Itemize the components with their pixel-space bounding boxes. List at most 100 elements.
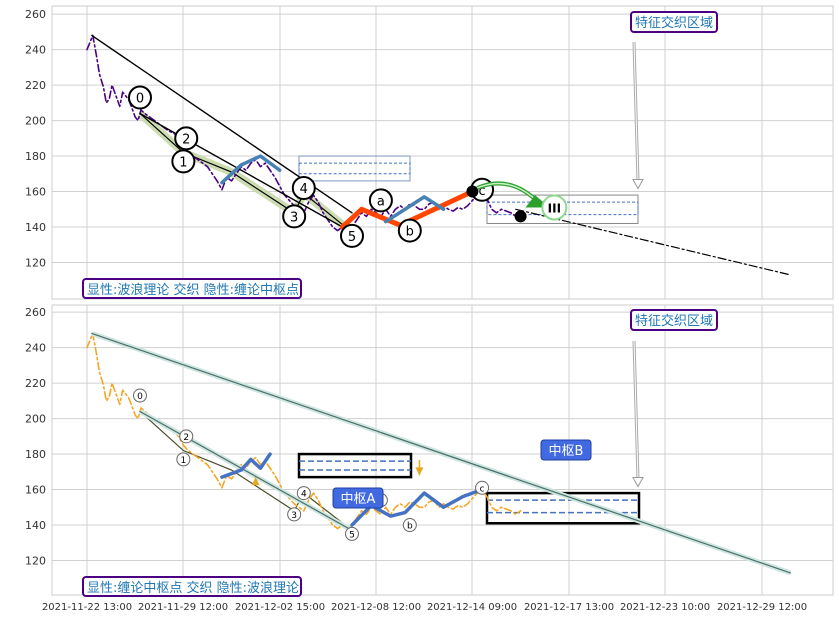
y-tick-label: 220 [25, 79, 46, 92]
center-label: 中枢B [549, 444, 584, 459]
y-tick-label: 120 [25, 257, 46, 270]
x-tick-label: 2021-11-29 12:00 [138, 602, 228, 613]
y-tick-label: 220 [25, 377, 46, 390]
x-tick-label: 2021-12-29 12:00 [717, 602, 807, 613]
x-tick-label: 2021-12-14 09:00 [427, 602, 517, 613]
series-center-move [220, 452, 272, 479]
wave-label: 3 [290, 210, 298, 225]
center-label-box [332, 487, 384, 509]
wave-label-marker [368, 188, 393, 213]
y-tick-label: 240 [25, 44, 46, 57]
wave-label: 5 [348, 230, 356, 245]
y-tick-label: 260 [25, 306, 46, 319]
wave-label-marker [127, 85, 152, 110]
wave-label: b [406, 225, 414, 240]
wave-label: 1 [180, 456, 186, 466]
wave-label: a [377, 194, 385, 209]
wave-label-marker [291, 175, 316, 200]
x-tick-label: 2021-12-02 15:00 [235, 602, 325, 613]
y-tick-label: 140 [25, 519, 46, 532]
wave-label: 5 [349, 530, 355, 540]
wave-label: c [480, 484, 485, 494]
bottom-caption-box: 显性:缠论中枢点 交织 隐性:波浪理论 [82, 576, 302, 597]
bottom-caption: 显性:缠论中枢点 交织 隐性:波浪理论 [87, 580, 299, 596]
wave-label: 4 [301, 490, 307, 500]
wave-label: c [478, 184, 485, 199]
center-pointer-head [415, 467, 424, 476]
center-box [486, 194, 639, 224]
bottom-callout-box: 特征交织区域 [630, 309, 718, 331]
center-label: 中枢A [341, 492, 376, 507]
wave-label: 2 [183, 433, 189, 443]
wave-label: 4 [300, 182, 308, 197]
wave-label-marker [179, 429, 194, 444]
wave-label-marker [287, 507, 302, 522]
series-center-move [339, 189, 475, 230]
wave-label-marker [402, 518, 417, 533]
x-tick-label: 2021-12-23 10:00 [620, 602, 710, 613]
wave-label: 3 [291, 511, 297, 521]
top-y-axis: 120 140 160 180 200 220 240 260 [25, 8, 46, 269]
x-tick-label: 2021-12-17 13:00 [524, 602, 614, 613]
bottom-y-axis: 120 140 160 180 200 220 240 260 [25, 306, 46, 567]
callout-arrow-head [632, 179, 644, 190]
series-forecast [515, 208, 792, 276]
bottom-series [86, 331, 792, 576]
center-pointer-head [251, 477, 260, 486]
wave-path [139, 113, 353, 233]
y-tick-label: 140 [25, 221, 46, 234]
y-tick-label: 200 [25, 115, 46, 128]
top-callout-box: 特征交织区域 [630, 11, 718, 33]
wave-label-iii: III [548, 202, 561, 216]
wave-label: 0 [136, 92, 144, 107]
callout-arrow-core [633, 41, 639, 182]
top-caption-box: 显性:波浪理论 交织 隐性:缠论中枢点 [82, 278, 302, 299]
top-caption: 显性:波浪理论 交织 隐性:缠论中枢点 [87, 282, 299, 298]
y-tick-label: 180 [25, 448, 46, 461]
y-tick-label: 180 [25, 150, 46, 163]
series-center-move [220, 154, 282, 185]
wave-label-iii-ring [541, 194, 568, 221]
wave-label-marker [339, 223, 364, 248]
series-trend [139, 410, 353, 531]
wave-label-marker [171, 149, 196, 174]
bottom-x-axis: 2021-11-22 13:00 2021-11-29 12:00 2021-12-… [42, 602, 807, 613]
series-price [86, 332, 522, 532]
top-annotations: III [466, 41, 644, 223]
bottom-callout: 特征交织区域 [635, 313, 713, 329]
wave-path [139, 411, 353, 531]
y-tick-label: 240 [25, 342, 46, 355]
wave-label: 1 [179, 155, 187, 170]
x-tick-label: 2021-12-08 12:00 [331, 602, 421, 613]
wave-label-marker [344, 526, 359, 541]
bottom-annotations: 中枢A 中枢B [251, 340, 644, 509]
center-label-box [540, 439, 592, 461]
x-tick-label: 2021-11-22 13:00 [42, 602, 132, 613]
y-tick-label: 160 [25, 186, 46, 199]
center-box-inner [298, 162, 411, 175]
wave-label-marker [176, 452, 191, 467]
bottom-plot-area [51, 304, 834, 596]
y-tick-label: 200 [25, 413, 46, 426]
wave-label-marker [397, 218, 422, 243]
callout-arrow-head [632, 477, 644, 488]
center-box-a [297, 452, 413, 479]
wave-label-marker [282, 204, 307, 229]
bottom-chart-panel: 1 2 0 140 160 180 200 220 240 260 2021-11-22 13:0… [25, 304, 834, 613]
wave-label-marker [174, 126, 199, 151]
series-center-move [383, 195, 446, 224]
bottom-grid [52, 305, 833, 595]
y-tick-label: 160 [25, 484, 46, 497]
series-trend [91, 332, 792, 574]
wave-label-marker [296, 486, 311, 501]
top-callout: 特征交织区域 [635, 15, 713, 31]
wave-label: b [407, 522, 413, 532]
wave-label-marker [475, 480, 490, 495]
wave-label-marker [132, 388, 147, 403]
wave-label: 2 [182, 132, 190, 147]
y-tick-label: 260 [25, 8, 46, 21]
series-wave-line [139, 112, 353, 234]
wave-label: 0 [137, 392, 143, 402]
